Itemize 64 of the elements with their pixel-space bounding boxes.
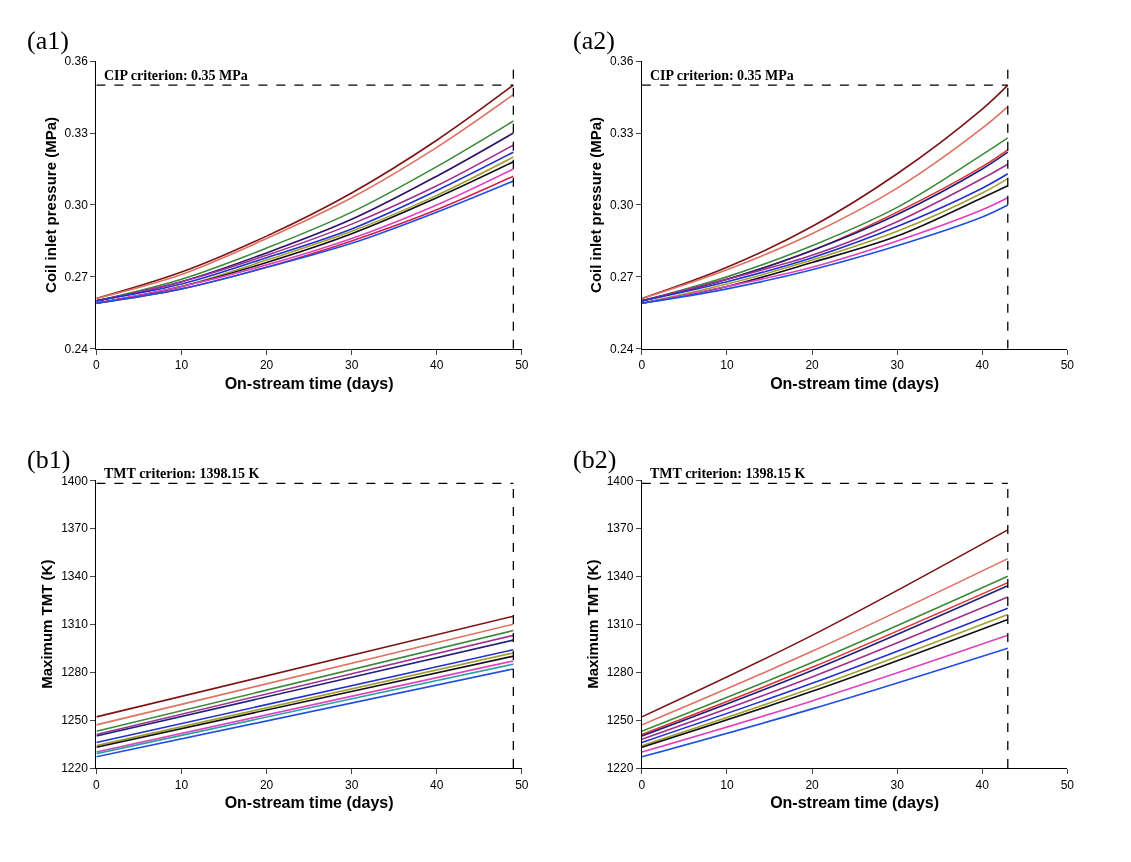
x-tick-label: 50 [515,358,529,373]
ref-line-label: TMT criterion: 1398.15 K [104,466,260,481]
x-tick-label: 40 [975,777,990,792]
x-tick-label: 20 [805,777,820,792]
x-tick-label: 0 [638,358,646,373]
x-tick-label: 20 [259,777,274,792]
x-axis-title: On-stream time (days) [770,794,940,812]
x-tick-label: 10 [174,777,189,792]
y-tick-label: 1220 [61,761,89,776]
x-tick-label: 40 [430,358,444,373]
y-axis-title: Coil inlet pressure (MPa) [41,117,59,293]
chart-title: (a1) [27,26,69,55]
chart-title: (b2) [573,445,617,474]
y-axis-title: Maximum TMT (K) [583,559,601,689]
y-tick-label: 0.24 [64,342,89,356]
y-tick-label: 1340 [61,569,89,584]
y-tick-label: 0.27 [64,270,89,285]
y-tick-label: 1400 [61,473,89,488]
x-tick-label: 20 [259,358,274,373]
y-tick-label: 1220 [606,761,634,776]
x-axis-title: On-stream time (days) [224,375,394,392]
y-tick-label: 0.36 [64,54,89,69]
y-tick-label: 0.36 [610,54,634,69]
y-tick-label: 0.33 [610,126,634,141]
y-tick-label: 1250 [606,713,634,728]
y-tick-label: 0.30 [64,198,89,213]
x-tick-label: 0 [638,777,646,792]
x-tick-label: 10 [720,358,734,373]
y-tick-label: 1400 [606,473,634,488]
y-axis-title: Coil inlet pressure (MPa) [587,117,605,293]
ref-line-label: CIP criterion: 0.35 MPa [650,68,794,83]
x-tick-label: 40 [975,358,990,373]
y-tick-label: 1370 [61,521,89,536]
y-axis-title: Maximum TMT (K) [38,559,56,689]
y-tick-label: 1370 [606,521,634,536]
y-tick-label: 1250 [61,713,89,728]
y-tick-label: 0.33 [64,126,89,141]
x-tick-label: 0 [93,358,101,373]
y-tick-label: 1340 [606,569,634,584]
chart-title: (a2) [573,26,615,55]
x-tick-label: 50 [1060,358,1075,373]
x-tick-label: 30 [890,358,905,373]
y-tick-label: 0.24 [610,342,634,356]
x-tick-label: 10 [720,777,734,792]
ref-line-label: TMT criterion: 1398.15 K [650,466,806,481]
x-axis-title: On-stream time (days) [770,375,940,392]
y-tick-label: 0.30 [610,198,634,213]
y-tick-label: 1280 [606,665,634,680]
y-tick-label: 1310 [61,617,89,632]
x-tick-label: 50 [1060,777,1075,792]
x-tick-label: 30 [344,777,359,792]
y-tick-label: 0.27 [610,270,634,285]
y-tick-label: 1280 [61,665,89,680]
x-axis-title: On-stream time (days) [224,794,394,812]
x-tick-label: 50 [515,777,529,792]
x-tick-label: 20 [805,358,820,373]
chart-title: (b1) [27,445,71,474]
x-tick-label: 30 [344,358,359,373]
x-tick-label: 10 [174,358,189,373]
x-tick-label: 40 [430,777,444,792]
x-tick-label: 0 [93,777,101,792]
ref-line-label: CIP criterion: 0.35 MPa [104,68,248,83]
y-tick-label: 1310 [606,617,634,632]
x-tick-label: 30 [890,777,905,792]
